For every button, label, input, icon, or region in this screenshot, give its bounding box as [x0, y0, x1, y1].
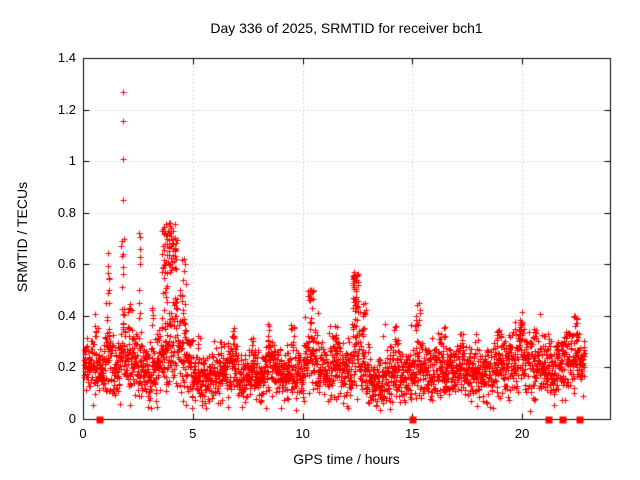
gnuplot-window: { "page": { "width": 640, "height": 480,… [0, 0, 640, 480]
plot-canvas [0, 0, 640, 480]
